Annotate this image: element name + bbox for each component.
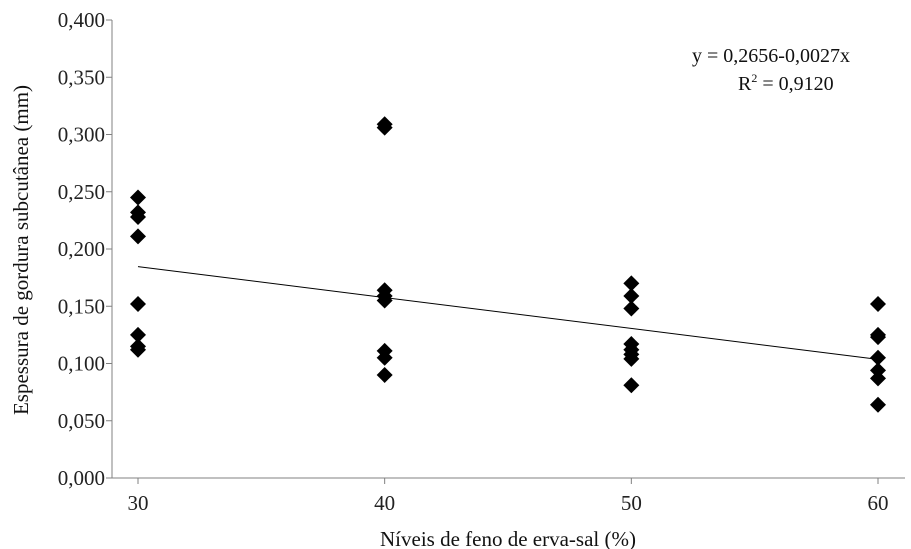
data-point	[870, 349, 886, 366]
trendline-layer	[137, 266, 879, 360]
r-squared-label: R2 = 0,9120	[738, 71, 834, 95]
data-point	[130, 326, 146, 343]
data-point	[623, 275, 640, 292]
y-axis-ticks: 0,000 0,050 0,100 0,150 0,200 0,250 0,300 0,350…	[58, 8, 112, 490]
x-tick-label: 50	[621, 491, 642, 515]
x-axis-ticks: 30 40 50 60	[128, 478, 889, 515]
data-point	[130, 189, 146, 206]
data-point	[130, 228, 146, 245]
trendline	[137, 266, 879, 360]
x-tick-label: 40	[374, 491, 395, 515]
y-axis-title: Espessura de gordura subcutânea (mm)	[9, 85, 33, 415]
r-squared-prefix: R	[738, 73, 752, 95]
r-squared-superscript: 2	[751, 71, 757, 85]
data-point	[376, 349, 393, 366]
data-point	[376, 366, 393, 383]
y-tick-label: 0,050	[58, 409, 105, 433]
data-point	[376, 119, 393, 136]
data-point	[870, 396, 886, 413]
regression-equation: y = 0,2656-0,0027x	[692, 45, 850, 67]
data-point	[376, 292, 393, 309]
data-points	[130, 116, 886, 413]
data-point	[623, 350, 640, 367]
y-tick-label: 0,300	[58, 123, 105, 147]
data-point	[870, 295, 886, 312]
r-squared-value: = 0,9120	[757, 73, 833, 95]
data-point	[623, 377, 640, 394]
data-point	[623, 287, 640, 304]
y-tick-label: 0,150	[58, 294, 105, 318]
data-point	[870, 370, 886, 387]
data-point	[130, 295, 146, 312]
data-point	[870, 362, 886, 379]
data-point	[130, 341, 146, 358]
y-tick-label: 0,350	[58, 65, 105, 89]
y-tick-label: 0,100	[58, 352, 105, 376]
y-tick-label: 0,250	[58, 180, 105, 204]
y-tick-label: 0,000	[58, 466, 105, 490]
data-point	[130, 208, 146, 225]
y-tick-label: 0,200	[58, 237, 105, 261]
x-tick-label: 60	[868, 491, 889, 515]
x-axis-title: Níveis de feno de erva-sal (%)	[380, 527, 636, 549]
y-tick-label: 0,400	[58, 8, 105, 32]
data-point	[623, 300, 640, 317]
x-tick-label: 30	[128, 491, 149, 515]
data-point	[870, 329, 886, 346]
